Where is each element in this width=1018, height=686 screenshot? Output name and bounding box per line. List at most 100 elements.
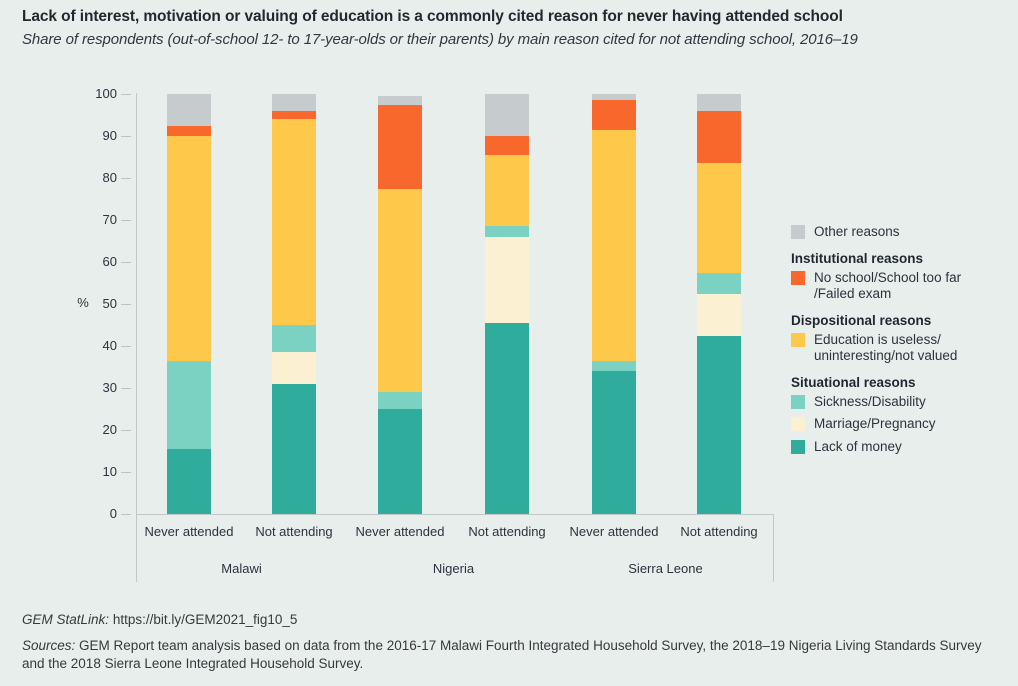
legend-group-header-institutional-reasons: Institutional reasons: [791, 250, 924, 266]
segment-lack-of-money: [378, 409, 422, 514]
statlink-label: GEM StatLink:: [22, 612, 110, 627]
segment-other-reasons: [378, 96, 422, 105]
segment-education-is-useless-uninteresting-not-valued: [697, 163, 741, 273]
sources-label: Sources:: [22, 638, 76, 653]
legend-item-education-is-useless: Education is useless/ uninteresting/not …: [791, 332, 1016, 365]
segment-other-reasons: [592, 94, 636, 101]
segment-sickness-disability: [697, 272, 741, 294]
segment-lack-of-money: [485, 322, 529, 514]
segment-other-reasons: [272, 94, 316, 111]
segment-lack-of-money: [592, 371, 636, 514]
segment-sickness-disability: [272, 325, 316, 353]
legend-group-header-situational-reasons: Situational reasons: [791, 374, 916, 390]
segment-lack-of-money: [272, 383, 316, 514]
segment-sickness-disability: [378, 392, 422, 409]
bar-label-malawi-never-attended: Never attended: [144, 524, 234, 539]
y-axis-tick-label: 0: [109, 506, 117, 521]
segment-other-reasons: [697, 94, 741, 111]
y-axis-tick: [121, 135, 131, 137]
y-axis-tick-label: 30: [102, 380, 117, 395]
legend-item-label: Other reasons: [814, 224, 900, 239]
legend-item-label: No school/School too far /Failed exam: [814, 269, 962, 302]
country-label-malawi: Malawi: [221, 561, 262, 576]
y-axis-tick-label: 10: [102, 464, 117, 479]
legend-item-label: Sickness/Disability: [814, 393, 926, 409]
country-label-sierra-leone: Sierra Leone: [628, 561, 703, 576]
segment-lack-of-money: [167, 448, 211, 514]
bar-label-nigeria-never-attended: Never attended: [355, 524, 445, 539]
legend-swatch-other-reasons: [791, 225, 805, 239]
y-axis-tick-label: 20: [102, 422, 117, 437]
legend-item-other-reasons: Other reasons: [791, 224, 1016, 241]
y-axis-tick: [121, 303, 131, 305]
bar-sierra-leone-not-attending: [697, 94, 741, 514]
segment-education-is-useless-uninteresting-not-valued: [167, 136, 211, 361]
legend-swatch-marriage-pregnancy: [791, 417, 805, 431]
legend-swatch-lack-of-money: [791, 439, 805, 454]
sources-text: GEM Report team analysis based on data f…: [22, 638, 982, 671]
legend-item-no-school-school-too-far: No school/School too far /Failed exam: [791, 270, 1016, 303]
segment-no-school-school-too-far-failed-exam: [378, 104, 422, 189]
y-axis-tick-label: 90: [102, 128, 117, 143]
legend-item-marriage-pregnancy: Marriage/Pregnancy: [791, 416, 1016, 433]
legend-swatch-education-is-useless: [791, 332, 805, 347]
segment-other-reasons: [167, 94, 211, 126]
y-axis-tick: [121, 177, 131, 179]
y-axis-tick-label: 40: [102, 338, 117, 353]
segment-education-is-useless-uninteresting-not-valued: [592, 129, 636, 361]
y-axis-tick-label: 50: [102, 296, 117, 311]
segment-no-school-school-too-far-failed-exam: [167, 125, 211, 137]
bar-sierra-leone-never-attended: [592, 94, 636, 514]
bar-label-nigeria-not-attending: Not attending: [468, 524, 546, 539]
legend-item-label: Education is useless/ uninteresting/not …: [814, 331, 958, 364]
bar-label-sierra-leone-never-attended: Never attended: [569, 524, 659, 539]
legend-item-label: Marriage/Pregnancy: [814, 416, 936, 431]
bar-nigeria-not-attending: [485, 94, 529, 514]
segment-other-reasons: [485, 94, 529, 137]
y-axis-tick-label: 60: [102, 254, 117, 269]
y-axis-tick: [121, 429, 131, 431]
legend-item-label: Lack of money: [814, 438, 902, 454]
plot-right-border: [773, 514, 774, 582]
y-axis-tick: [121, 345, 131, 347]
y-axis-tick: [121, 387, 131, 389]
legend-swatch-no-school-school-too-far: [791, 270, 805, 285]
chart-subtitle: Share of respondents (out-of-school 12- …: [22, 31, 858, 48]
sources-line: Sources: GEM Report team analysis based …: [22, 637, 982, 673]
segment-lack-of-money: [697, 335, 741, 514]
y-axis-tick: [121, 93, 131, 95]
y-axis-unit-label: %: [77, 295, 89, 310]
segment-no-school-school-too-far-failed-exam: [592, 100, 636, 130]
y-axis-tick: [121, 219, 131, 221]
segment-no-school-school-too-far-failed-exam: [272, 110, 316, 120]
segment-marriage-pregnancy: [272, 352, 316, 384]
segment-sickness-disability: [485, 226, 529, 237]
segment-sickness-disability: [167, 360, 211, 449]
segment-marriage-pregnancy: [485, 236, 529, 323]
legend-item-sickness-disability: Sickness/Disability: [791, 394, 1016, 411]
bar-label-sierra-leone-not-attending: Not attending: [680, 524, 758, 539]
chart-title: Lack of interest, motivation or valuing …: [22, 8, 843, 25]
segment-education-is-useless-uninteresting-not-valued: [485, 154, 529, 227]
y-axis-line: [136, 93, 137, 582]
country-label-nigeria: Nigeria: [432, 561, 475, 576]
segment-education-is-useless-uninteresting-not-valued: [378, 188, 422, 393]
segment-sickness-disability: [592, 360, 636, 372]
segment-education-is-useless-uninteresting-not-valued: [272, 119, 316, 326]
y-axis-tick: [121, 261, 131, 263]
legend: Other reasons Institutional reasons No sch…: [791, 224, 1016, 461]
statlink-url: https://bit.ly/GEM2021_fig10_5: [112, 612, 298, 627]
y-axis-tick: [121, 471, 131, 473]
bar-malawi-never-attended: [167, 94, 211, 514]
y-axis-tick: [121, 513, 131, 515]
segment-no-school-school-too-far-failed-exam: [485, 136, 529, 155]
legend-swatch-sickness-disability: [791, 394, 805, 409]
y-axis-tick-label: 80: [102, 170, 117, 185]
y-axis-tick-label: 70: [102, 212, 117, 227]
y-axis-tick-label: 100: [95, 86, 117, 101]
legend-item-lack-of-money: Lack of money: [791, 439, 1016, 456]
x-axis-baseline: [136, 514, 773, 515]
bar-nigeria-never-attended: [378, 96, 422, 514]
legend-group-header-dispositional-reasons: Dispositional reasons: [791, 312, 932, 328]
